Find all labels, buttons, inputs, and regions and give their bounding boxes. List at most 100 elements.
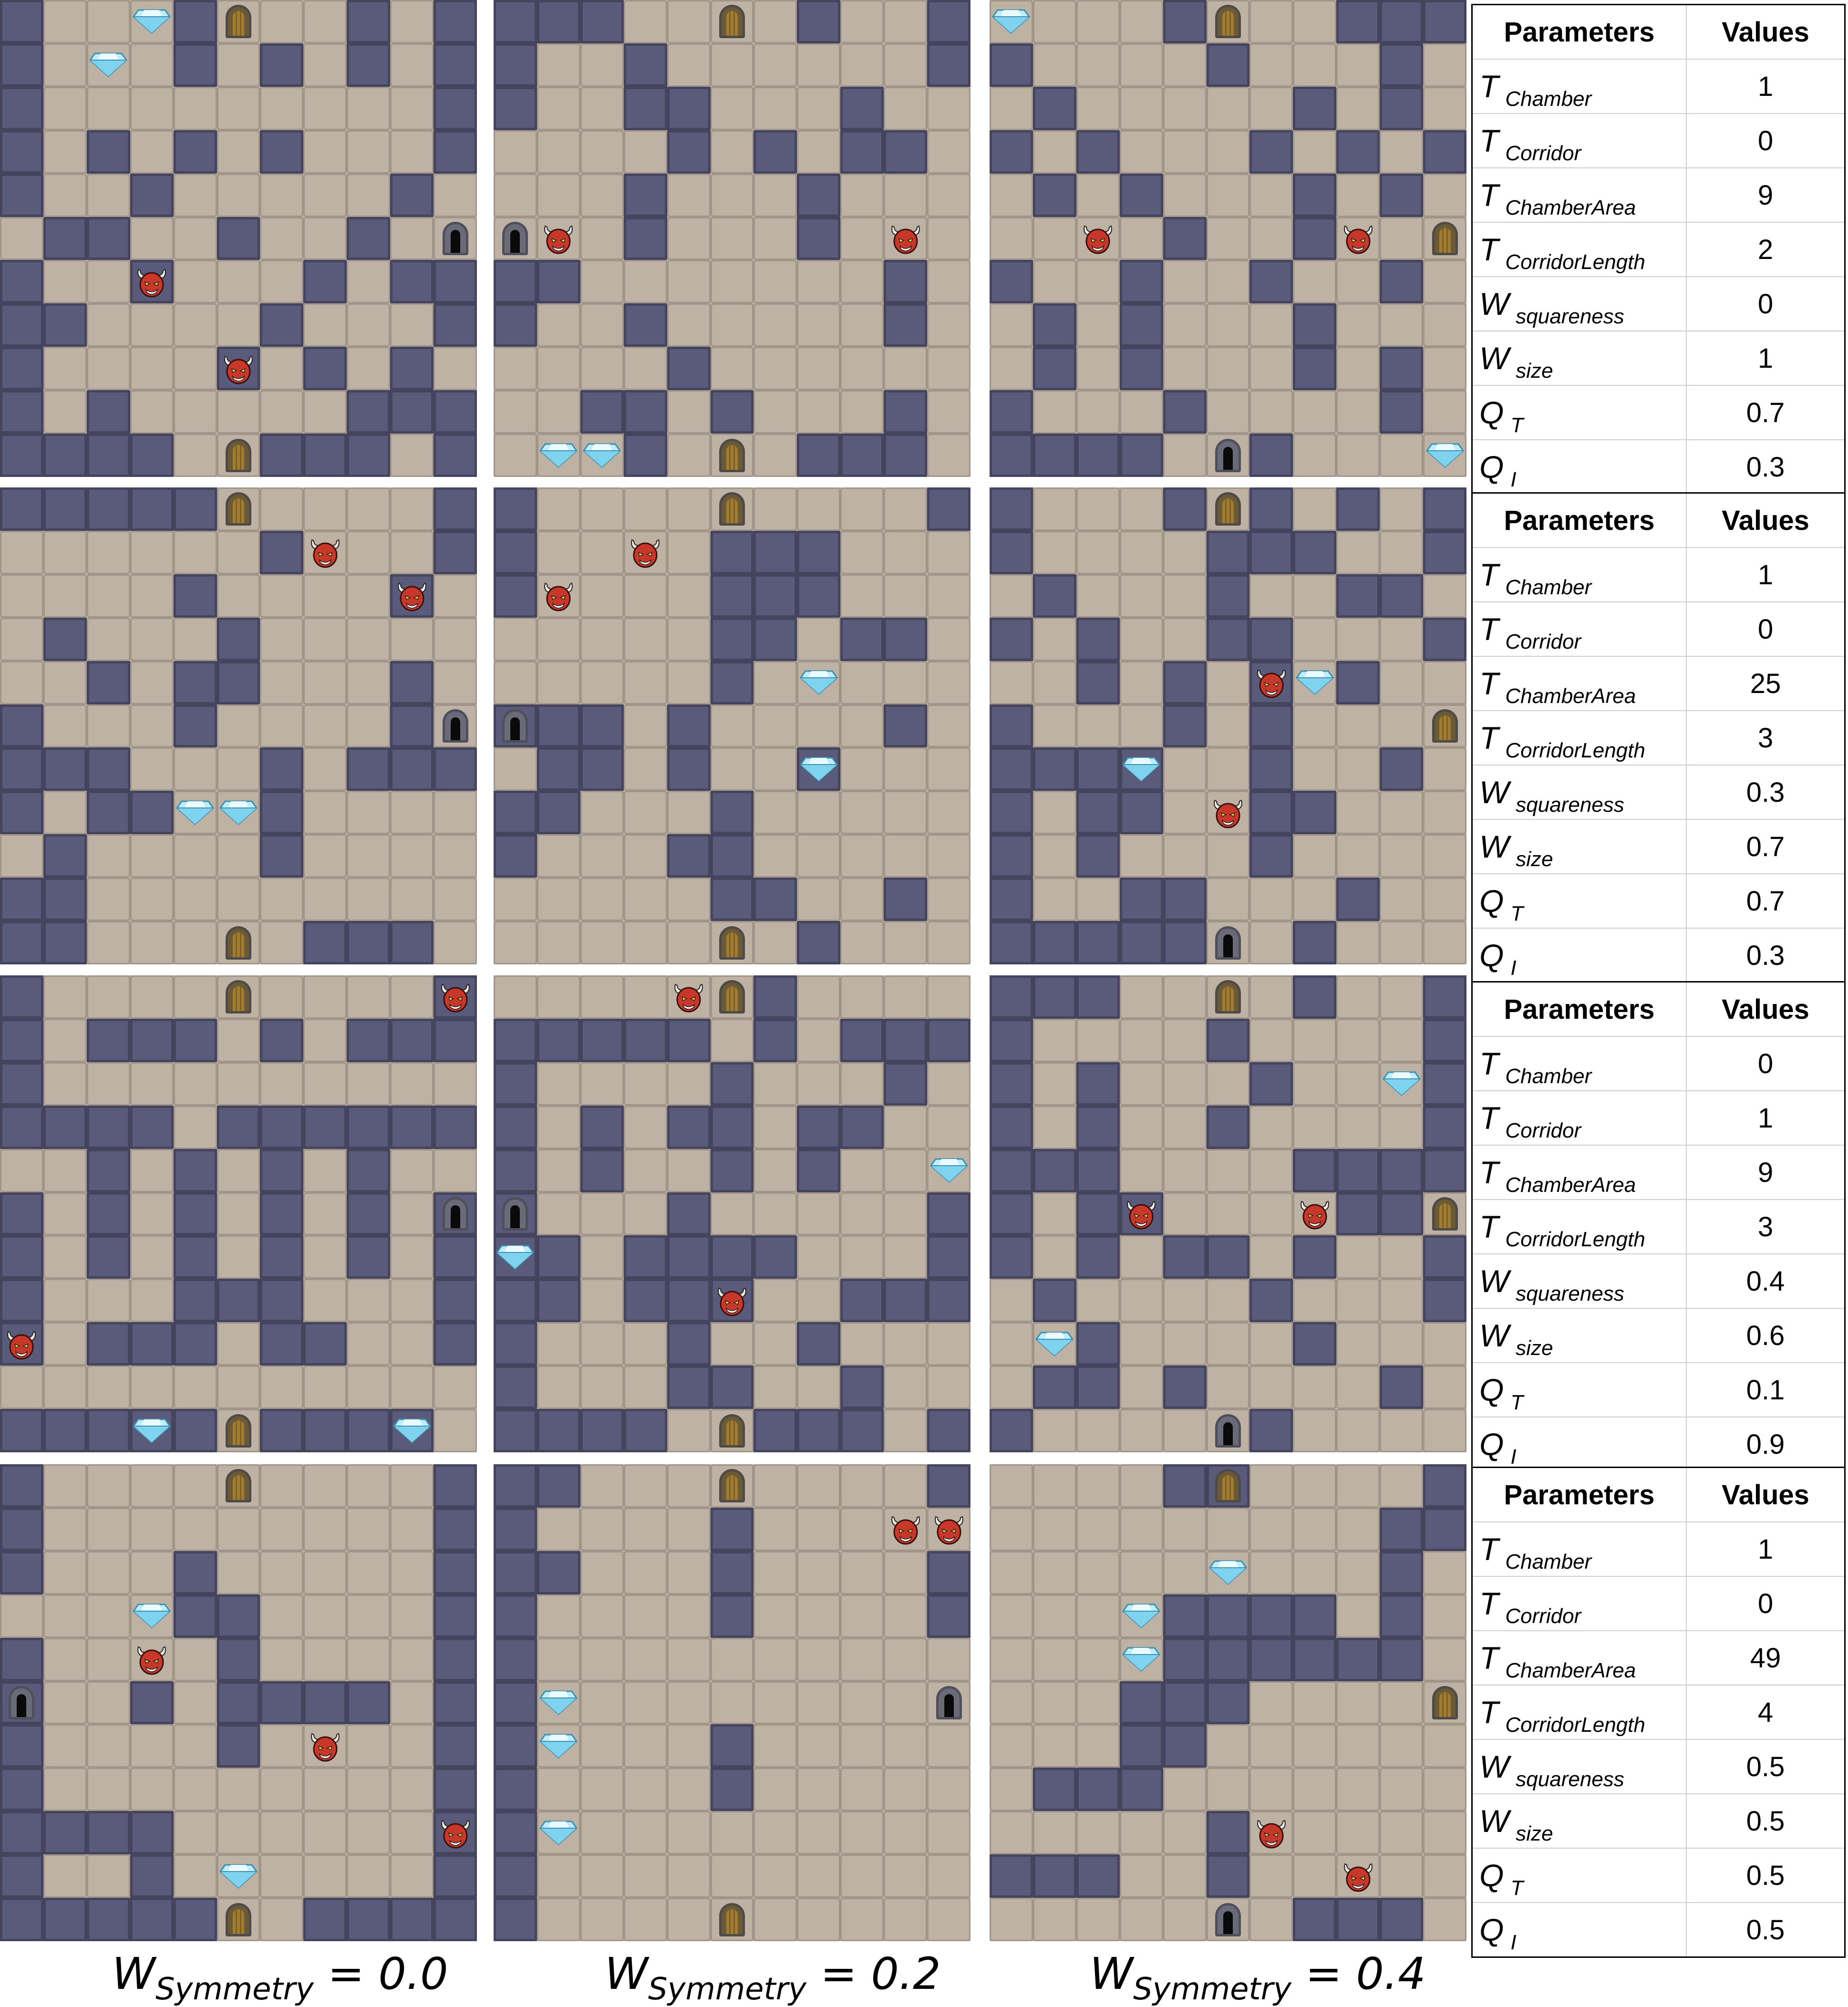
wall-tile — [1163, 878, 1207, 921]
wall-tile — [754, 1018, 797, 1062]
floor-tile — [840, 1898, 884, 1941]
wall-tile — [260, 747, 304, 791]
wall-tile — [1380, 1594, 1424, 1638]
wall-tile — [434, 1768, 477, 1811]
wall-tile — [1380, 1898, 1424, 1941]
floor-tile — [1119, 1811, 1163, 1855]
floor-tile — [1423, 1594, 1466, 1638]
floor-tile — [1423, 1366, 1466, 1409]
floor-tile — [797, 43, 841, 87]
floor-tile — [1076, 303, 1120, 347]
floor-tile — [537, 530, 580, 574]
floor-tile — [0, 617, 43, 661]
floor-tile — [43, 530, 87, 574]
wall-tile — [86, 1192, 130, 1236]
wall-tile — [130, 1681, 174, 1725]
parameter-symbol: T — [1479, 1695, 1499, 1730]
wall-tile — [710, 1235, 754, 1279]
floor-tile — [1032, 1551, 1076, 1594]
wall-tile — [86, 1322, 130, 1366]
parameter-subscript: Corridor — [1505, 1604, 1581, 1628]
floor-tile — [710, 260, 754, 304]
floor-tile — [840, 1192, 884, 1236]
floor-tile — [217, 1062, 260, 1106]
floor-tile — [434, 878, 477, 921]
floor-tile — [840, 878, 884, 921]
floor-tile — [1076, 173, 1120, 217]
diamond-icon — [583, 443, 621, 468]
parameter-value: 0.7 — [1686, 874, 1845, 929]
floor-tile — [347, 1724, 391, 1768]
wall-tile — [347, 1148, 391, 1192]
wooden-door-icon — [1432, 1686, 1458, 1719]
floor-tile — [130, 661, 174, 704]
floor-tile — [130, 975, 174, 1019]
floor-tile — [1163, 260, 1207, 304]
floor-tile — [840, 1637, 884, 1681]
floor-tile — [1206, 217, 1250, 260]
diamond-icon — [496, 1245, 535, 1270]
parameter-symbol: Q — [1479, 938, 1504, 973]
floor-tile — [1423, 86, 1466, 130]
floor-tile — [260, 1366, 304, 1409]
floor-tile — [623, 1637, 667, 1681]
floor-tile — [1119, 1105, 1163, 1149]
floor-tile — [86, 1768, 130, 1811]
floor-tile — [1076, 1681, 1120, 1725]
wall-tile — [217, 217, 260, 260]
parameter-symbol: W — [1479, 1749, 1509, 1784]
floor-tile — [990, 0, 1033, 43]
wall-tile — [1119, 303, 1163, 347]
floor-tile — [990, 1594, 1033, 1638]
wall-tile — [303, 1898, 347, 1941]
wall-tile — [434, 530, 477, 574]
wall-tile — [86, 130, 130, 174]
parameter-value: 1 — [1686, 331, 1845, 386]
floor-tile — [990, 1366, 1033, 1409]
floor-tile — [667, 1681, 711, 1725]
wall-tile — [1380, 1148, 1424, 1192]
parameter-subscript: Corridor — [1505, 142, 1581, 165]
floor-tile — [494, 878, 537, 921]
wall-tile — [797, 434, 841, 477]
label-subscript: Symmetry — [155, 1972, 314, 2007]
parameter-row: T Corridor 0 — [1472, 1576, 1845, 1631]
wall-tile — [494, 1681, 537, 1725]
wall-tile — [260, 530, 304, 574]
wall-tile — [1119, 260, 1163, 304]
floor-tile — [1380, 487, 1424, 531]
floor-tile — [1380, 217, 1424, 260]
wall-tile — [0, 1507, 43, 1551]
floor-tile — [667, 1464, 711, 1508]
floor-tile — [347, 975, 391, 1019]
floor-tile — [1076, 1637, 1120, 1681]
floor-tile — [390, 530, 434, 574]
floor-tile — [260, 390, 304, 434]
monster-icon — [544, 225, 573, 254]
floor-tile — [1206, 347, 1250, 391]
wall-tile — [260, 434, 304, 477]
floor-tile — [1032, 130, 1076, 174]
floor-tile — [173, 617, 217, 661]
floor-tile — [347, 303, 391, 347]
floor-tile — [927, 921, 970, 964]
wall-tile — [1423, 1105, 1466, 1149]
parameter-value: 0 — [1686, 1576, 1845, 1631]
wall-tile — [884, 878, 928, 921]
floor-tile — [927, 1854, 970, 1898]
floor-tile — [884, 1464, 928, 1508]
wall-tile — [990, 390, 1033, 434]
floor-tile — [1249, 1681, 1293, 1725]
parameter-row: Q I 0.3 — [1472, 928, 1845, 983]
floor-tile — [927, 834, 970, 878]
wall-tile — [0, 303, 43, 347]
floor-tile — [1163, 1148, 1207, 1192]
wall-tile — [1336, 661, 1380, 704]
wall-tile — [347, 1681, 391, 1725]
parameters-table-row-1: Parameters Values T Chamber 1 T Corridor 0 T Ch… — [1471, 4, 1846, 495]
floor-tile — [1336, 173, 1380, 217]
floor-tile — [390, 1594, 434, 1638]
parameter-name: T Chamber — [1472, 1522, 1687, 1577]
floor-tile — [580, 530, 624, 574]
wall-tile — [260, 1192, 304, 1236]
